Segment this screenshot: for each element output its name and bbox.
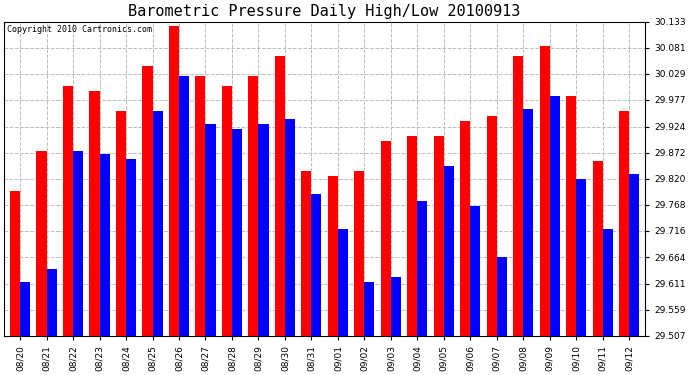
- Bar: [73, 151, 83, 336]
- Bar: [232, 129, 242, 336]
- Bar: [285, 118, 295, 336]
- Bar: [471, 206, 480, 336]
- Bar: [434, 136, 444, 336]
- Bar: [99, 154, 110, 336]
- Bar: [63, 86, 73, 336]
- Bar: [619, 111, 629, 336]
- Bar: [142, 66, 152, 336]
- Text: Copyright 2010 Cartronics.com: Copyright 2010 Cartronics.com: [8, 25, 152, 34]
- Title: Barometric Pressure Daily High/Low 20100913: Barometric Pressure Daily High/Low 20100…: [128, 4, 521, 19]
- Bar: [364, 282, 375, 336]
- Bar: [407, 136, 417, 336]
- Bar: [302, 171, 311, 336]
- Bar: [338, 229, 348, 336]
- Bar: [46, 269, 57, 336]
- Bar: [444, 166, 454, 336]
- Bar: [152, 111, 163, 336]
- Bar: [381, 141, 391, 336]
- Bar: [540, 46, 550, 336]
- Bar: [275, 56, 285, 336]
- Bar: [259, 124, 268, 336]
- Bar: [550, 96, 560, 336]
- Bar: [222, 86, 232, 336]
- Bar: [629, 174, 640, 336]
- Bar: [37, 151, 46, 336]
- Bar: [513, 56, 523, 336]
- Bar: [603, 229, 613, 336]
- Bar: [116, 111, 126, 336]
- Bar: [10, 191, 20, 336]
- Bar: [179, 76, 189, 336]
- Bar: [486, 116, 497, 336]
- Bar: [391, 277, 401, 336]
- Bar: [206, 124, 215, 336]
- Bar: [248, 76, 259, 336]
- Bar: [497, 256, 507, 336]
- Bar: [593, 161, 603, 336]
- Bar: [126, 159, 136, 336]
- Bar: [566, 96, 576, 336]
- Bar: [20, 282, 30, 336]
- Bar: [328, 176, 338, 336]
- Bar: [523, 108, 533, 336]
- Bar: [90, 91, 99, 336]
- Bar: [355, 171, 364, 336]
- Bar: [576, 179, 586, 336]
- Bar: [195, 76, 206, 336]
- Bar: [311, 194, 322, 336]
- Bar: [417, 201, 427, 336]
- Bar: [460, 121, 471, 336]
- Bar: [169, 26, 179, 336]
